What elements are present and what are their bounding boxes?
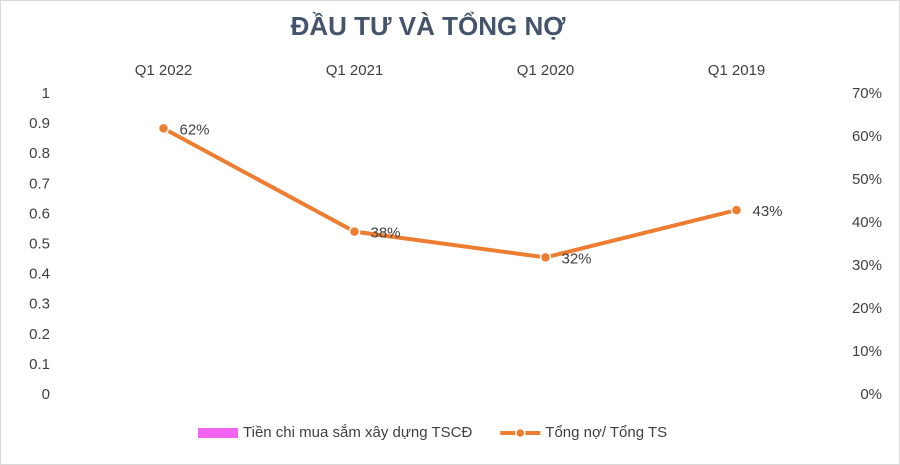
legend-label: Tổng nợ/ Tổng TS xyxy=(545,424,667,441)
line xyxy=(162,126,737,260)
x-tick-label: Q1 2019 xyxy=(708,62,766,79)
y2-tick-label: 0% xyxy=(860,386,882,403)
legend-swatch xyxy=(198,428,238,438)
x-tick-label: Q1 2020 xyxy=(517,62,575,79)
y2-tick-label: 20% xyxy=(852,300,882,317)
legend-label: Tiền chi mua sắm xây dựng TSCĐ xyxy=(243,424,472,441)
y2-tick-label: 50% xyxy=(852,171,882,188)
y-tick-label: 0 xyxy=(42,386,50,403)
y2-tick-label: 40% xyxy=(852,214,882,231)
x-tick-label: Q1 2021 xyxy=(326,62,384,79)
y2-tick-label: 60% xyxy=(852,128,882,145)
y-tick-label: 0.3 xyxy=(29,296,50,313)
y2-tick-label: 70% xyxy=(852,85,882,102)
line-marker xyxy=(730,204,743,216)
y2-tick-label: 30% xyxy=(852,257,882,274)
y-tick-label: 1 xyxy=(42,85,50,102)
y-tick-label: 0.1 xyxy=(29,356,50,373)
data-label: 38% xyxy=(371,225,401,242)
y-tick-label: 0.7 xyxy=(29,175,50,192)
chart-title: ĐẦU TƯ VÀ TỔNG NỢ xyxy=(291,11,567,41)
y-tick-label: 0.6 xyxy=(29,205,50,222)
y2-tick-label: 10% xyxy=(852,343,882,360)
y-tick-label: 0.5 xyxy=(29,235,50,252)
y-tick-label: 0.9 xyxy=(29,115,50,132)
data-label: 32% xyxy=(562,250,592,267)
legend-swatch xyxy=(515,427,526,439)
line-marker xyxy=(539,251,552,264)
data-label: 43% xyxy=(753,203,783,220)
y-tick-label: 0.2 xyxy=(29,326,50,343)
x-tick-label: Q1 2022 xyxy=(135,62,193,79)
data-label: 62% xyxy=(180,121,210,138)
line-marker xyxy=(348,225,361,238)
y-tick-label: 0.4 xyxy=(29,266,50,283)
line-marker xyxy=(157,122,170,135)
y-tick-label: 0.8 xyxy=(29,145,50,162)
